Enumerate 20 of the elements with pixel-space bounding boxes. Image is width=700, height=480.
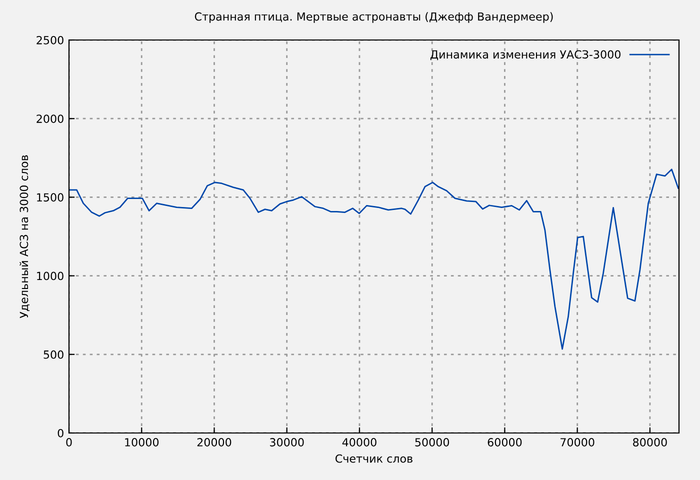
y-axis-title: Удельный АСЗ на 3000 слов: [20, 155, 30, 318]
legend-label: Динамика изменения УАСЗ-3000: [430, 50, 620, 60]
x-tick-label: 20000: [197, 438, 232, 446]
y-tick-label: 2000: [36, 114, 64, 123]
y-tick-label: 1000: [37, 272, 64, 280]
y-tick-label: 2500: [36, 36, 64, 44]
x-tick-label: 10000: [125, 438, 159, 446]
x-tick-label: 80000: [633, 438, 667, 446]
x-tick-label: 50000: [415, 438, 450, 446]
line-series: [69, 168, 679, 350]
x-tick-label: 0: [66, 438, 72, 446]
y-tick-label: 1500: [37, 193, 64, 202]
x-tick-label: 70000: [560, 438, 594, 446]
chart-title: Странная птица. Мертвые астронавты (Джефф Вандермеер): [194, 12, 553, 23]
x-tick-label: 40000: [342, 438, 376, 446]
y-tick-label: 500: [44, 350, 64, 359]
x-tick-label: 60000: [488, 438, 522, 446]
x-tick-label: 30000: [270, 438, 304, 446]
x-axis-title: Счетчик слов: [336, 454, 412, 463]
y-tick-label: 0: [58, 428, 64, 438]
